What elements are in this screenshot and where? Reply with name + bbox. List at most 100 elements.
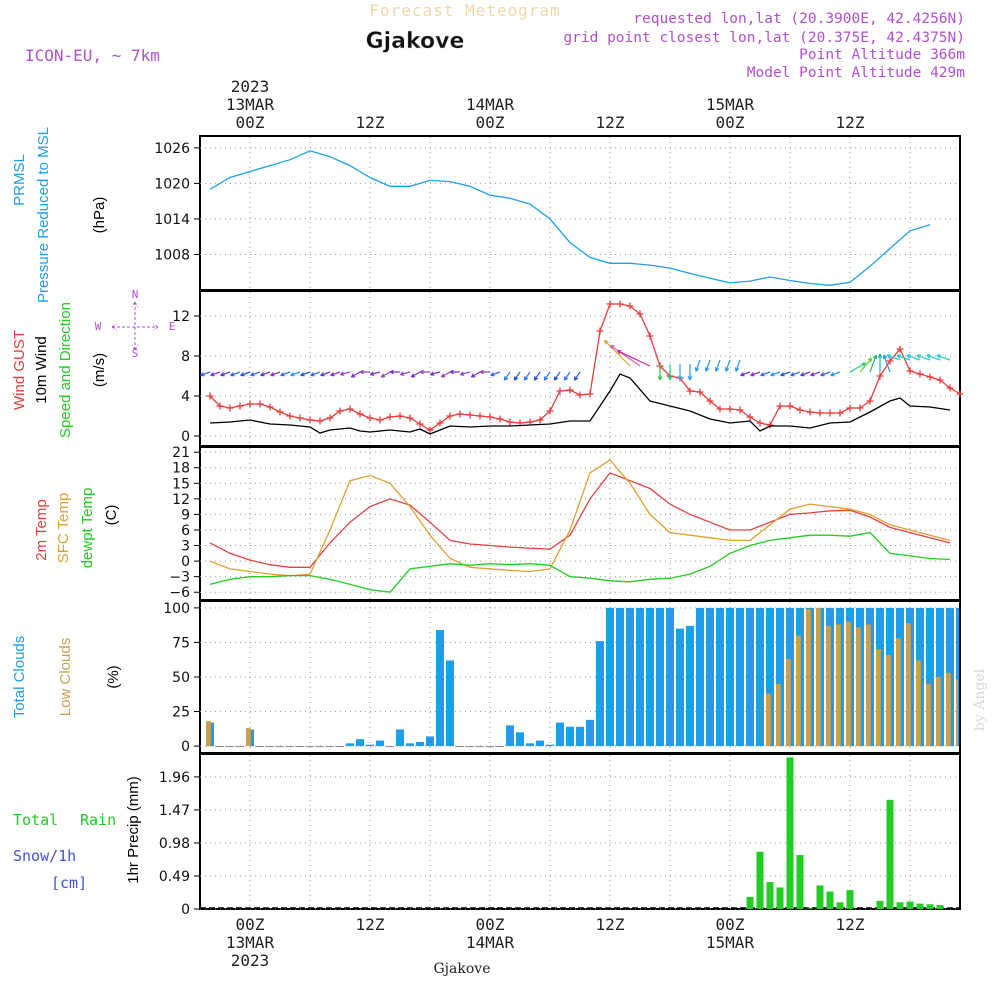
zero-cloud-mark: [466, 746, 474, 748]
wind-direction-arrow: [687, 364, 693, 381]
gust-marker: [776, 402, 784, 410]
y-tick-label: 1008: [154, 247, 190, 263]
total-cloud-bar: [346, 743, 354, 747]
gust-marker: [856, 404, 864, 412]
rain-label-total: Total: [13, 811, 58, 829]
bottom-date-label: 14MAR: [466, 933, 515, 952]
top-date-label: 14MAR: [466, 95, 515, 114]
wind-unit: (m/s): [91, 353, 108, 387]
pressure-line: [209, 150, 931, 286]
gust-marker: [566, 386, 574, 394]
wind-direction-arrow: [270, 371, 281, 377]
gust-marker: [806, 408, 814, 416]
low-cloud-bar: [836, 624, 841, 747]
rain-bar: [756, 851, 764, 909]
y-tick-label: 1020: [154, 176, 190, 192]
top-year-label: 2023: [231, 77, 270, 96]
wind-direction-arrow: [339, 371, 351, 376]
gust-marker: [466, 411, 474, 419]
wind-direction-arrow: [677, 364, 683, 381]
total-cloud-bar: [706, 607, 714, 747]
wind-gust-label: Wind GUST: [11, 330, 28, 410]
gust-marker: [456, 410, 464, 418]
zero-cloud-mark: [256, 746, 264, 748]
precip-labels: Total Rain Snow/1h [cm] 1hr Precip (mm): [13, 776, 142, 892]
gust-marker: [546, 407, 554, 415]
rain-bar: [786, 757, 794, 909]
total-cloud-bar: [406, 743, 414, 747]
y-tick-label: 21: [172, 445, 190, 461]
y-tick-label: −6: [169, 585, 190, 601]
low-cloud-bar: [916, 660, 921, 747]
wind-direction-arrow: [790, 371, 801, 377]
wind-direction-arrow: [533, 371, 541, 381]
gust-marker: [686, 387, 694, 395]
total-cloud-label: Total Clouds: [11, 636, 28, 719]
y-tick-label: 1026: [154, 141, 190, 157]
total-cloud-bar: [536, 740, 544, 747]
total-cloud-bar: [436, 630, 444, 747]
gust-marker: [876, 372, 884, 380]
wind-direction-arrow: [820, 371, 831, 377]
top-hour-label: 12Z: [356, 113, 385, 132]
wind-direction-arrow: [523, 371, 531, 381]
gust-marker: [396, 412, 404, 420]
wind-direction-arrow: [886, 354, 901, 361]
snow-unit-label: [cm]: [51, 874, 87, 892]
gust-marker: [336, 407, 344, 415]
temp-2m-label: 2m Temp: [33, 499, 50, 560]
zero-cloud-mark: [286, 746, 294, 748]
rain-bar: [836, 902, 844, 909]
wind-direction-arrow: [896, 354, 911, 361]
wind-direction-arrow: [906, 354, 921, 361]
wind-direction-arrow: [770, 371, 781, 377]
top-hour-label: 00Z: [476, 113, 505, 132]
gust-marker: [636, 310, 644, 318]
compass-cross: [111, 301, 159, 351]
wind-direction-arrow: [543, 371, 551, 381]
zero-cloud-mark: [216, 746, 224, 748]
y-tick-label: −3: [169, 570, 190, 586]
gust-marker: [866, 397, 874, 405]
y-tick-label: 1014: [154, 212, 190, 228]
y-tick-label: 18: [172, 461, 190, 477]
total-cloud-bar: [736, 607, 744, 747]
grid-point: grid point closest lon,lat (20.375E, 42.…: [563, 30, 965, 46]
compass-south: S: [132, 347, 139, 360]
total-cloud-bar: [556, 722, 564, 747]
total-cloud-bar: [586, 719, 594, 747]
wind-direction-arrow: [877, 353, 883, 372]
total-cloud-bar: [446, 660, 454, 747]
wind-direction-arrow: [849, 362, 867, 373]
wind-direction-arrow: [210, 371, 221, 377]
gust-marker: [326, 414, 334, 422]
gust-marker: [376, 416, 384, 424]
location-title: Gjakove: [366, 29, 465, 54]
wind-direction-arrow: [220, 371, 231, 377]
gust-marker: [756, 419, 764, 427]
low-cloud-bar: [936, 677, 941, 747]
temp-unit: (C): [103, 505, 120, 526]
footer-location: Gjakove: [434, 961, 491, 977]
gust-marker: [486, 413, 494, 421]
y-tick-label: 0: [181, 902, 190, 918]
rain-bar: [896, 902, 904, 909]
gust-marker: [276, 408, 284, 416]
gust-marker: [886, 357, 894, 365]
gust-marker: [796, 406, 804, 414]
low-cloud-bar: [896, 638, 901, 747]
low-cloud-bar: [806, 609, 811, 747]
gust-marker: [906, 367, 914, 375]
low-cloud-bar: [786, 659, 791, 747]
watermark: by Angel: [972, 668, 988, 731]
wind-direction-arrow: [380, 371, 391, 378]
gust-marker: [226, 404, 234, 412]
gust-marker: [406, 414, 414, 422]
wind-direction-arrow: [740, 371, 751, 377]
gust-marker: [556, 387, 564, 395]
gust-marker: [416, 420, 424, 428]
wind-direction-arrow: [553, 371, 561, 381]
rain-bar: [746, 896, 754, 909]
y-tick-label: 12: [172, 309, 190, 325]
pressure-label-1: PRMSL: [11, 154, 28, 206]
